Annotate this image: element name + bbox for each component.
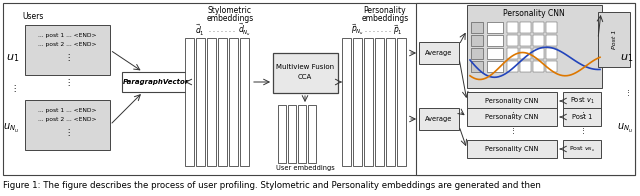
Bar bbox=[471, 61, 483, 72]
Text: . . . . . . .: . . . . . . . bbox=[365, 27, 391, 33]
Bar bbox=[507, 61, 518, 72]
Text: $u_1$: $u_1$ bbox=[620, 52, 634, 64]
Text: $\vdots$: $\vdots$ bbox=[64, 76, 70, 87]
Bar bbox=[533, 35, 544, 46]
Text: ... post 1 ... <END>: ... post 1 ... <END> bbox=[38, 107, 96, 113]
Text: $\vdots$: $\vdots$ bbox=[509, 126, 515, 136]
Text: $u_1$: $u_1$ bbox=[6, 52, 20, 64]
Text: $\vdots$: $\vdots$ bbox=[10, 83, 16, 93]
Bar bbox=[273, 53, 338, 93]
Bar bbox=[342, 38, 351, 166]
Bar bbox=[520, 35, 531, 46]
Text: ... post 2 ... <END>: ... post 2 ... <END> bbox=[38, 42, 96, 46]
Text: $\vec{d}_{N_u}$: $\vec{d}_{N_u}$ bbox=[239, 22, 252, 38]
Bar bbox=[122, 72, 190, 92]
Text: Average: Average bbox=[426, 116, 452, 122]
Bar bbox=[471, 22, 483, 33]
Text: Multiview Fusion: Multiview Fusion bbox=[276, 64, 334, 70]
Bar bbox=[419, 42, 459, 64]
Bar bbox=[207, 38, 216, 166]
Bar bbox=[218, 38, 227, 166]
Bar bbox=[520, 61, 531, 72]
Bar bbox=[520, 22, 531, 33]
Text: $u_{N_u}$: $u_{N_u}$ bbox=[617, 122, 633, 134]
Text: ParagraphVector: ParagraphVector bbox=[123, 79, 189, 85]
Text: Personality: Personality bbox=[364, 5, 406, 15]
Bar bbox=[487, 48, 503, 59]
Text: $\vdots$: $\vdots$ bbox=[579, 126, 585, 136]
Text: Post 1: Post 1 bbox=[611, 29, 616, 49]
Bar bbox=[546, 35, 557, 46]
Bar bbox=[533, 61, 544, 72]
Bar bbox=[467, 92, 557, 110]
Bar bbox=[375, 38, 384, 166]
Bar bbox=[563, 92, 601, 110]
Bar bbox=[278, 105, 286, 163]
Text: $\vec{d}_1$: $\vec{d}_1$ bbox=[195, 22, 205, 38]
Text: . . . . . . .: . . . . . . . bbox=[209, 27, 235, 33]
Bar bbox=[3, 3, 635, 175]
Bar bbox=[196, 38, 205, 166]
Bar bbox=[419, 108, 459, 130]
Text: $\vec{p}_1$: $\vec{p}_1$ bbox=[393, 23, 403, 37]
Bar bbox=[598, 12, 630, 67]
Bar bbox=[467, 5, 602, 88]
Bar bbox=[546, 48, 557, 59]
Bar bbox=[467, 108, 557, 126]
Bar bbox=[546, 22, 557, 33]
Bar bbox=[563, 140, 601, 158]
Text: Post $v_{N_u}$: Post $v_{N_u}$ bbox=[569, 144, 595, 154]
Bar bbox=[507, 48, 518, 59]
Text: embeddings: embeddings bbox=[206, 14, 253, 23]
Text: Personality CNN: Personality CNN bbox=[485, 98, 539, 104]
Bar bbox=[471, 35, 483, 46]
Bar bbox=[471, 48, 483, 59]
Bar bbox=[487, 61, 503, 72]
Bar bbox=[308, 105, 316, 163]
Text: User embeddings: User embeddings bbox=[276, 165, 334, 171]
Bar bbox=[563, 108, 601, 126]
Text: Stylometric: Stylometric bbox=[208, 5, 252, 15]
Text: $\vdots$: $\vdots$ bbox=[64, 52, 70, 63]
Bar bbox=[487, 22, 503, 33]
Bar bbox=[25, 25, 110, 75]
Bar bbox=[386, 38, 395, 166]
Bar bbox=[229, 38, 238, 166]
Bar bbox=[507, 35, 518, 46]
Text: $\vdots$: $\vdots$ bbox=[579, 110, 585, 120]
Bar bbox=[416, 3, 635, 175]
Bar bbox=[298, 105, 306, 163]
Text: $\vdots$: $\vdots$ bbox=[624, 88, 630, 98]
Bar bbox=[507, 22, 518, 33]
Bar bbox=[533, 48, 544, 59]
Bar bbox=[185, 38, 194, 166]
Text: $u_{N_u}$: $u_{N_u}$ bbox=[3, 122, 19, 134]
Text: Post $v_1$: Post $v_1$ bbox=[570, 96, 595, 106]
Text: $\vdots$: $\vdots$ bbox=[64, 126, 70, 138]
Bar bbox=[546, 61, 557, 72]
Text: Post 1: Post 1 bbox=[572, 114, 592, 120]
Bar bbox=[533, 22, 544, 33]
Text: Personality CNN: Personality CNN bbox=[503, 8, 565, 17]
Bar bbox=[25, 100, 110, 150]
Bar bbox=[240, 38, 249, 166]
Text: ... post 2 ... <END>: ... post 2 ... <END> bbox=[38, 116, 96, 122]
Text: embeddings: embeddings bbox=[362, 14, 408, 23]
Text: ... post 1 ... <END>: ... post 1 ... <END> bbox=[38, 33, 96, 37]
Text: Users: Users bbox=[22, 12, 44, 21]
Text: Average: Average bbox=[426, 50, 452, 56]
Text: $\vdots$: $\vdots$ bbox=[509, 110, 515, 120]
Bar bbox=[520, 48, 531, 59]
Text: Figure 1: The figure describes the process of user profiling. Stylometric and Pe: Figure 1: The figure describes the proce… bbox=[3, 181, 541, 190]
Bar bbox=[288, 105, 296, 163]
Bar bbox=[397, 38, 406, 166]
Bar bbox=[487, 35, 503, 46]
Text: Personality CNN: Personality CNN bbox=[485, 146, 539, 152]
Bar bbox=[353, 38, 362, 166]
Text: $\vec{p}_{N_u}$: $\vec{p}_{N_u}$ bbox=[351, 23, 365, 37]
Bar bbox=[467, 140, 557, 158]
Text: CCA: CCA bbox=[298, 74, 312, 80]
Bar bbox=[364, 38, 373, 166]
Text: Personality CNN: Personality CNN bbox=[485, 114, 539, 120]
